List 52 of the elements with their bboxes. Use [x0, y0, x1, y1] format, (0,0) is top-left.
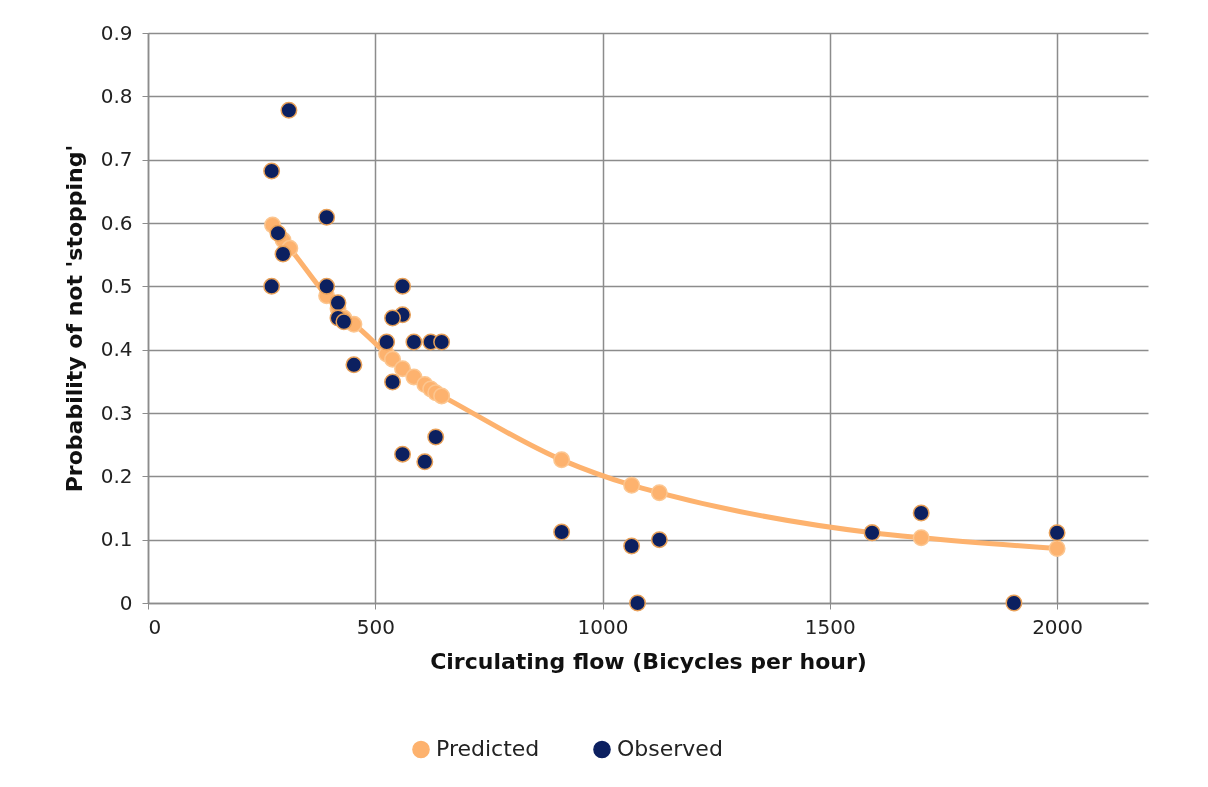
point	[384, 373, 402, 391]
point	[553, 451, 571, 469]
y-tick-label: 0.3	[100, 400, 133, 425]
point	[335, 313, 353, 331]
point	[1005, 594, 1023, 612]
point	[912, 504, 930, 522]
point	[629, 594, 647, 612]
point	[318, 277, 336, 295]
legend-label: Predicted	[436, 736, 540, 762]
y-tick-label: 0.7	[100, 147, 133, 172]
point	[405, 333, 423, 351]
point	[263, 162, 281, 180]
point	[433, 333, 451, 351]
x-axis-title: Circulating flow (Bicycles per hour)	[430, 648, 867, 674]
point	[318, 208, 336, 226]
point	[274, 245, 292, 263]
point	[394, 277, 412, 295]
x-tick-label: 1000	[577, 614, 629, 639]
x-tick-label: 0	[148, 614, 162, 639]
x-tick-label: 2000	[1032, 614, 1084, 639]
point	[1048, 540, 1066, 558]
point	[263, 277, 281, 295]
point	[623, 537, 641, 555]
y-tick-label: 0.2	[100, 463, 133, 488]
point	[345, 356, 363, 374]
point	[1048, 524, 1066, 542]
y-tick-label: 0.8	[100, 83, 133, 108]
point	[280, 101, 298, 119]
point	[433, 387, 451, 405]
point	[650, 484, 668, 502]
y-axis-title: Probability of not 'stopping'	[61, 144, 87, 493]
y-tick-label: 0.5	[100, 273, 133, 298]
point	[378, 333, 396, 351]
point	[553, 523, 571, 541]
y-tick-label: 0	[119, 590, 133, 615]
point	[269, 224, 287, 242]
point	[650, 531, 668, 549]
x-tick-label: 500	[356, 614, 395, 639]
point	[427, 428, 445, 446]
y-tick-label: 0.6	[100, 210, 133, 235]
y-tick-label: 0.9	[100, 20, 133, 45]
legend-label: Observed	[617, 736, 723, 762]
point	[416, 453, 434, 471]
point	[912, 529, 930, 547]
point	[384, 350, 402, 368]
point	[394, 445, 412, 463]
point	[384, 309, 402, 327]
point	[623, 476, 641, 494]
x-tick-label: 1500	[804, 614, 856, 639]
y-tick-label: 0.1	[100, 527, 133, 552]
point	[394, 360, 412, 378]
y-tick-label: 0.4	[100, 337, 133, 362]
